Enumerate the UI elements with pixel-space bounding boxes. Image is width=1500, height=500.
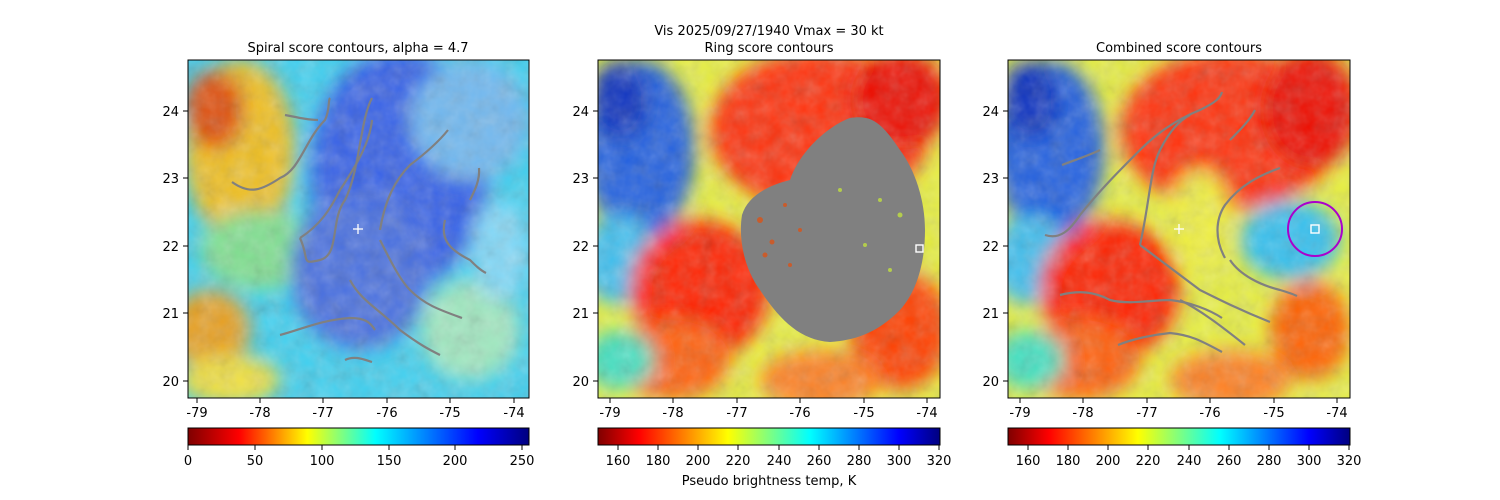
panel-combined-xtick: -77 bbox=[1136, 406, 1157, 421]
panel-combined-image bbox=[1008, 60, 1350, 398]
panel-combined-ytick: 21 bbox=[982, 307, 999, 322]
colorbar3-tick: 260 bbox=[1217, 454, 1242, 469]
panel-ring-xtick: -74 bbox=[916, 406, 937, 421]
panel-combined-xtick: -79 bbox=[1009, 406, 1030, 421]
panel-ring-xtick: -78 bbox=[662, 406, 683, 421]
panel-ring-ytick: 24 bbox=[572, 105, 589, 120]
colorbar-label: Pseudo brightness temp, K bbox=[682, 474, 857, 489]
colorbar1-tick: 0 bbox=[184, 454, 192, 469]
panel-combined-xtick: -75 bbox=[1263, 406, 1284, 421]
panel-combined-ytick: 23 bbox=[982, 172, 999, 187]
panel-spiral-ytick: 24 bbox=[162, 105, 179, 120]
panel-combined-xtick: -76 bbox=[1199, 406, 1220, 421]
panel-ring-xticks: -79 -78 -77 -76 -75 -74 bbox=[599, 398, 938, 421]
colorbar2-tick: 200 bbox=[686, 454, 711, 469]
ring-score-region bbox=[740, 117, 925, 342]
colorbar3-tick: 240 bbox=[1177, 454, 1202, 469]
panel-spiral-ytick: 20 bbox=[162, 375, 179, 390]
panel-ring-colorbar: 160 180 200 220 240 260 280 300 320 Pseu… bbox=[597, 427, 952, 489]
detection-circle bbox=[1287, 201, 1343, 257]
panel-combined-ytick: 20 bbox=[982, 375, 999, 390]
panel-spiral-xtick: -75 bbox=[439, 406, 460, 421]
panel-ring-xtick: -76 bbox=[789, 406, 810, 421]
panel-ring-ytick: 22 bbox=[572, 240, 589, 255]
colorbar2-tick: 300 bbox=[887, 454, 912, 469]
colorbar2-tick: 320 bbox=[927, 454, 952, 469]
panel-combined-yticks: 20 21 22 23 24 bbox=[982, 105, 1008, 390]
panel-spiral-yticks: 20 21 22 23 24 bbox=[162, 105, 188, 390]
square-marker bbox=[1310, 224, 1320, 234]
center-plus-marker bbox=[353, 224, 363, 234]
panel-combined-colorbar: 160 180 200 220 240 260 280 300 320 bbox=[1007, 427, 1362, 469]
panel-ring-ytick: 21 bbox=[572, 307, 589, 322]
colorbar3-tick: 320 bbox=[1337, 454, 1362, 469]
panel-ring-ytick: 23 bbox=[572, 172, 589, 187]
colorbar3-tick: 180 bbox=[1056, 454, 1081, 469]
colorbar2-tick: 240 bbox=[767, 454, 792, 469]
panel-combined-xtick: -74 bbox=[1326, 406, 1347, 421]
colorbar2-tick: 220 bbox=[726, 454, 751, 469]
colorbar1-tick: 100 bbox=[310, 454, 335, 469]
panel-spiral-xtick: -74 bbox=[503, 406, 524, 421]
panel-spiral-image bbox=[188, 60, 529, 398]
panel-spiral-xtick: -79 bbox=[186, 406, 207, 421]
colorbar3-tick: 200 bbox=[1096, 454, 1121, 469]
colorbar1-tick: 50 bbox=[247, 454, 264, 469]
panel-spiral-title: Spiral score contours, alpha = 4.7 bbox=[247, 41, 468, 56]
panel-ring-title: Ring score contours bbox=[704, 41, 833, 56]
colorbar2-tick: 180 bbox=[646, 454, 671, 469]
colorbar1-tick: 150 bbox=[377, 454, 402, 469]
panel-combined-xtick: -78 bbox=[1072, 406, 1093, 421]
panel-ring-xtick: -77 bbox=[726, 406, 747, 421]
panel-spiral-xticks: -79 -78 -77 -76 -75 -74 bbox=[186, 398, 525, 421]
colorbar3-tick: 220 bbox=[1136, 454, 1161, 469]
panel-ring-xtick: -75 bbox=[853, 406, 874, 421]
panel-spiral-ytick: 21 bbox=[162, 307, 179, 322]
colorbar3-tick: 300 bbox=[1297, 454, 1322, 469]
panel-spiral-colorbar: 0 50 100 150 200 250 bbox=[184, 427, 535, 469]
combined-contours bbox=[1044, 91, 1298, 353]
colorbar2-tick: 280 bbox=[847, 454, 872, 469]
panel-combined-ytick: 22 bbox=[982, 240, 999, 255]
square-marker bbox=[915, 244, 924, 253]
colorbar1-tick: 200 bbox=[443, 454, 468, 469]
panel-spiral-xtick: -78 bbox=[249, 406, 270, 421]
colorbar2-tick: 160 bbox=[606, 454, 631, 469]
panel-combined-ytick: 24 bbox=[982, 105, 999, 120]
center-plus-marker bbox=[1174, 224, 1184, 234]
colorbar1-tick: 250 bbox=[510, 454, 535, 469]
colorbar3-tick: 280 bbox=[1257, 454, 1282, 469]
colorbar3-tick: 160 bbox=[1016, 454, 1041, 469]
panel-spiral-ytick: 22 bbox=[162, 240, 179, 255]
panel-combined-xticks: -79 -78 -77 -76 -75 -74 bbox=[1009, 398, 1348, 421]
panel-spiral: Spiral score contours, alpha = 4.7 bbox=[162, 41, 534, 469]
panel-ring-yticks: 20 21 22 23 24 bbox=[572, 105, 598, 390]
colorbar2-tick: 260 bbox=[807, 454, 832, 469]
panel-combined-title: Combined score contours bbox=[1096, 41, 1262, 56]
figure-suptitle: Vis 2025/09/27/1940 Vmax = 30 kt bbox=[654, 24, 883, 39]
panel-spiral-xtick: -76 bbox=[376, 406, 397, 421]
panel-ring-image bbox=[598, 60, 940, 398]
panel-ring: Ring score contours bbox=[572, 41, 951, 489]
panel-ring-ytick: 20 bbox=[572, 375, 589, 390]
panel-combined: Combined score contours bbox=[982, 41, 1361, 469]
spiral-contours bbox=[231, 97, 487, 364]
panel-spiral-xtick: -77 bbox=[312, 406, 333, 421]
panel-spiral-ytick: 23 bbox=[162, 172, 179, 187]
panel-ring-xtick: -79 bbox=[599, 406, 620, 421]
